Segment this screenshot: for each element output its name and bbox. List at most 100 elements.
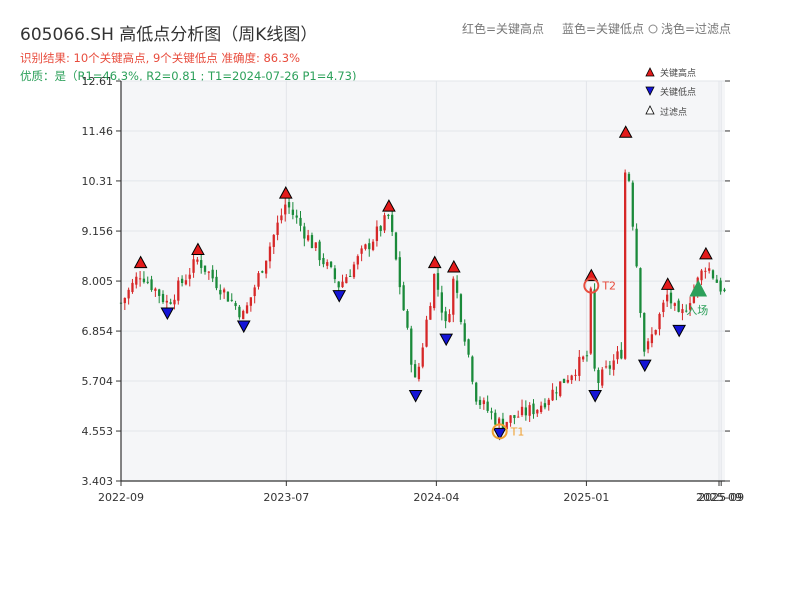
candle-body xyxy=(459,294,463,322)
candle-body xyxy=(307,235,310,241)
candle-body xyxy=(723,289,726,292)
candle-body xyxy=(666,294,669,302)
candle-body xyxy=(448,314,451,323)
candle-body xyxy=(494,412,497,425)
x-tick-label: 2024-04 xyxy=(413,491,459,504)
mini-legend-high-label: 关键高点 xyxy=(660,67,696,79)
key-low-marker xyxy=(492,427,507,441)
candle-body xyxy=(490,411,493,413)
candle-body xyxy=(520,406,524,416)
candle-body xyxy=(547,399,550,406)
candle-body xyxy=(150,279,153,291)
candle-body xyxy=(295,215,298,218)
key-high-marker xyxy=(191,242,205,256)
candle-body xyxy=(646,341,650,350)
candle-body xyxy=(532,403,535,415)
candle-body xyxy=(589,288,592,354)
candle-body xyxy=(627,173,631,181)
legend-blue-low: 蓝色=关键低点 xyxy=(562,22,644,36)
mini-legend-filtered-icon xyxy=(645,105,655,115)
candle-body xyxy=(322,257,325,265)
candle-body xyxy=(555,392,558,394)
candle-body xyxy=(364,244,367,249)
candle-body xyxy=(452,278,455,315)
key-low-marker xyxy=(672,324,687,338)
candle-body xyxy=(585,355,589,357)
t1-circle xyxy=(491,423,508,440)
key-low-marker xyxy=(637,359,652,373)
candle-body xyxy=(471,356,474,382)
candle-body xyxy=(161,293,165,303)
candle-body xyxy=(539,405,543,412)
chart-title: 605066.SH 高低点分析图（周K线图） xyxy=(20,25,317,45)
candle-body xyxy=(597,369,600,383)
candle-body xyxy=(158,289,161,296)
candle-body xyxy=(276,222,279,235)
candle-body xyxy=(249,297,253,306)
candle-body xyxy=(578,356,581,376)
candle-body xyxy=(314,242,317,248)
candle-body xyxy=(662,302,665,313)
y-tick-label: 5.704 xyxy=(82,375,114,388)
candle-body xyxy=(509,415,512,423)
candle-body xyxy=(379,226,382,231)
candle-body xyxy=(349,275,352,277)
candle-body xyxy=(604,366,608,368)
quality-subtitle: 优质：是（R1=46.3%, R2=0.81 ; T1=2024-07-26 P… xyxy=(20,69,356,83)
candle-body xyxy=(413,364,417,378)
candle-body xyxy=(497,418,501,424)
candle-body xyxy=(272,234,275,247)
x-tick-label: 2022-09 xyxy=(98,491,144,504)
candle-body xyxy=(142,278,146,283)
candle-body xyxy=(543,403,547,408)
candle-body xyxy=(268,246,272,262)
candle-body xyxy=(238,306,241,318)
key-high-marker xyxy=(427,255,442,269)
key-high-marker xyxy=(660,277,675,290)
candle-body xyxy=(444,311,447,322)
annotations: T1 T2 入场 xyxy=(491,277,708,440)
candle-body xyxy=(455,280,459,293)
candle-body xyxy=(123,297,126,304)
candle-body xyxy=(669,292,673,304)
x-tick-label: 2023-07 xyxy=(263,491,309,504)
y-tick-label: 10.31 xyxy=(82,175,114,188)
candle-body xyxy=(215,276,218,289)
candle-body xyxy=(261,271,264,273)
candle-body xyxy=(711,270,715,279)
candle-body xyxy=(131,282,134,293)
candle-body xyxy=(253,287,256,297)
candle-body xyxy=(654,330,657,335)
candle-body xyxy=(574,374,577,376)
candle-body xyxy=(222,289,226,293)
candle-body xyxy=(341,281,344,288)
candle-body xyxy=(287,202,291,208)
candle-body xyxy=(528,405,531,416)
candlesticks xyxy=(119,169,726,433)
candle-body xyxy=(200,260,203,268)
candle-body xyxy=(169,302,172,304)
candle-body xyxy=(631,182,634,227)
candle-body xyxy=(257,273,260,287)
candle-body xyxy=(417,366,421,380)
x-tick-label: 2025-09 xyxy=(698,491,744,504)
candle-body xyxy=(501,418,505,429)
mini-legend: 关键高点 关键低点 过滤点 xyxy=(645,67,696,118)
y-axis-ticks: 3.403 4.553 5.704 6.854 8.005 9.156 10.31 11.46… xyxy=(82,75,730,488)
key-high-marker xyxy=(699,246,713,260)
result-subtitle: 识别结果: 10个关键高点, 9个关键低点 准确度: 86.3% xyxy=(20,51,300,65)
key-high-marker xyxy=(382,199,396,212)
candle-body xyxy=(581,356,585,360)
candle-body xyxy=(383,215,386,231)
y-tick-label: 12.61 xyxy=(82,75,114,88)
candle-body xyxy=(536,409,539,414)
legend-red-high: 红色=关键高点 xyxy=(462,21,544,36)
key-low-marker xyxy=(408,390,423,403)
x-axis-ticks: 2022-09 2023-07 2024-04 2025-01 2025-092025-… xyxy=(98,481,744,504)
candle-body xyxy=(467,339,470,355)
key-high-marker xyxy=(133,255,148,269)
candle-body xyxy=(299,217,302,226)
candle-body xyxy=(177,280,180,301)
candle-body xyxy=(688,303,692,310)
